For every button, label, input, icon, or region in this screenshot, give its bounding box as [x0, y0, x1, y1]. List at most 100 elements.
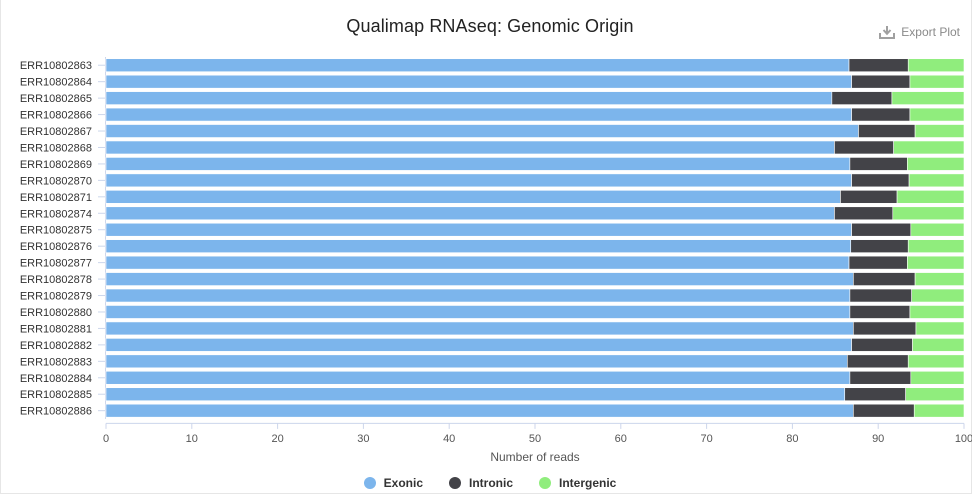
legend-item-exonic[interactable]: Exonic [363, 476, 423, 490]
bar-intronic-err10802886[interactable] [853, 403, 915, 418]
bar-exonic-err10802884[interactable] [105, 370, 851, 385]
bar-exonic-err10802863[interactable] [105, 58, 850, 73]
bar-exonic-err10802886[interactable] [105, 403, 854, 418]
y-tick-label: ERR10802875 [20, 225, 92, 237]
legend-item-intergenic[interactable]: Intergenic [539, 476, 616, 490]
y-tick-label: ERR10802871 [20, 192, 92, 204]
bar-exonic-err10802876[interactable] [105, 239, 852, 253]
bar-intronic-err10802885[interactable] [844, 387, 906, 402]
legend-label: Intergenic [559, 476, 617, 490]
bar-intergenic-err10802885[interactable] [905, 387, 965, 402]
bar-intergenic-err10802868[interactable] [893, 140, 965, 155]
legend-marker [363, 477, 376, 489]
bar-intronic-err10802882[interactable] [851, 338, 913, 352]
bar-intergenic-err10802871[interactable] [896, 190, 965, 204]
bar-intergenic-err10802882[interactable] [912, 338, 965, 352]
bar-intergenic-err10802877[interactable] [907, 255, 965, 270]
bar-intergenic-err10802875[interactable] [910, 222, 965, 237]
bar-intergenic-err10802874[interactable] [892, 206, 965, 221]
bar-intronic-err10802878[interactable] [853, 272, 916, 286]
bar-exonic-err10802881[interactable] [105, 321, 854, 336]
bar-intergenic-err10802867[interactable] [914, 124, 965, 138]
bar-exonic-err10802865[interactable] [105, 91, 833, 105]
bar-exonic-err10802878[interactable] [105, 272, 854, 286]
bar-intergenic-err10802876[interactable] [907, 239, 965, 253]
bar-exonic-err10802885[interactable] [105, 387, 846, 402]
x-tick-label: 60 [615, 433, 627, 445]
bar-exonic-err10802869[interactable] [105, 157, 851, 171]
bar-intronic-err10802869[interactable] [849, 157, 908, 171]
bar-intronic-err10802864[interactable] [851, 74, 911, 89]
export-plot-button[interactable]: Export Plot [879, 25, 960, 39]
bar-intergenic-err10802881[interactable] [915, 321, 965, 336]
x-tick-label: 0 [103, 433, 109, 445]
bar-exonic-err10802883[interactable] [105, 354, 848, 369]
bar-intergenic-err10802864[interactable] [909, 74, 965, 89]
bar-exonic-err10802879[interactable] [105, 288, 851, 303]
legend-item-intronic[interactable]: Intronic [449, 476, 513, 490]
bar-intronic-err10802877[interactable] [848, 255, 908, 270]
bar-intronic-err10802883[interactable] [847, 354, 909, 369]
bar-intergenic-err10802884[interactable] [910, 370, 965, 385]
y-tick-label: ERR10802874 [20, 208, 92, 220]
bar-intronic-err10802863[interactable] [848, 58, 909, 73]
x-tick-label: 70 [700, 433, 712, 445]
bar-intergenic-err10802880[interactable] [909, 305, 965, 319]
bar-exonic-err10802874[interactable] [105, 206, 835, 221]
bar-exonic-err10802877[interactable] [105, 255, 850, 270]
bar-exonic-err10802871[interactable] [105, 190, 841, 204]
bar-intronic-err10802867[interactable] [858, 124, 916, 138]
bar-intergenic-err10802878[interactable] [914, 272, 965, 286]
bar-exonic-err10802880[interactable] [105, 305, 851, 319]
y-tick-label: ERR10802879 [20, 291, 92, 303]
bar-exonic-err10802864[interactable] [105, 74, 852, 89]
x-tick-label: 100 [955, 433, 972, 445]
y-tick-label: ERR10802869 [20, 159, 92, 171]
y-tick-label: ERR10802867 [20, 126, 92, 138]
bar-intronic-err10802871[interactable] [840, 190, 898, 204]
bar-exonic-err10802866[interactable] [105, 107, 852, 122]
y-tick-label: ERR10802886 [20, 406, 92, 418]
bar-intronic-err10802884[interactable] [849, 370, 912, 385]
y-tick-label: ERR10802878 [20, 274, 92, 286]
y-tick-label: ERR10802884 [20, 373, 92, 385]
y-tick-label: ERR10802882 [20, 340, 92, 352]
x-axis-title: Number of reads [490, 450, 579, 464]
bar-intronic-err10802865[interactable] [831, 91, 893, 105]
bar-exonic-err10802868[interactable] [105, 140, 835, 155]
y-tick-label: ERR10802865 [20, 93, 92, 105]
x-tick-label: 10 [186, 433, 198, 445]
x-tick-label: 40 [443, 433, 455, 445]
bar-exonic-err10802870[interactable] [105, 173, 852, 188]
bar-intergenic-err10802886[interactable] [913, 403, 965, 418]
bar-intronic-err10802881[interactable] [853, 321, 917, 336]
bar-intergenic-err10802883[interactable] [907, 354, 965, 369]
bar-exonic-err10802867[interactable] [105, 124, 859, 138]
bar-intronic-err10802868[interactable] [834, 140, 894, 155]
bar-intronic-err10802875[interactable] [851, 222, 912, 237]
bar-intronic-err10802879[interactable] [849, 288, 912, 303]
bar-intronic-err10802876[interactable] [850, 239, 909, 253]
bar-intronic-err10802874[interactable] [834, 206, 894, 221]
bar-intergenic-err10802870[interactable] [908, 173, 965, 188]
bar-intergenic-err10802866[interactable] [909, 107, 965, 122]
legend-label: Exonic [383, 476, 423, 490]
y-tick-label: ERR10802864 [20, 77, 92, 89]
bar-intronic-err10802870[interactable] [851, 173, 910, 188]
bar-intergenic-err10802863[interactable] [907, 58, 965, 73]
legend-marker [539, 477, 551, 489]
bar-intergenic-err10802869[interactable] [907, 157, 965, 171]
y-tick-label: ERR10802877 [20, 258, 92, 270]
bar-exonic-err10802875[interactable] [105, 222, 852, 237]
stacked-bar-chart: ERR10802863 ERR10802864 ERR10802865 ERR1080… [20, 57, 972, 464]
legend-marker [449, 477, 461, 489]
bar-intronic-err10802866[interactable] [851, 107, 911, 122]
bar-intergenic-err10802865[interactable] [891, 91, 965, 105]
y-tick-label: ERR10802863 [20, 60, 92, 72]
x-tick-label: 30 [357, 433, 369, 445]
x-tick-label: 20 [271, 433, 283, 445]
x-tick-label: 90 [872, 433, 884, 445]
bar-intergenic-err10802879[interactable] [911, 288, 965, 303]
bar-intronic-err10802880[interactable] [849, 305, 911, 319]
bar-exonic-err10802882[interactable] [105, 338, 852, 352]
